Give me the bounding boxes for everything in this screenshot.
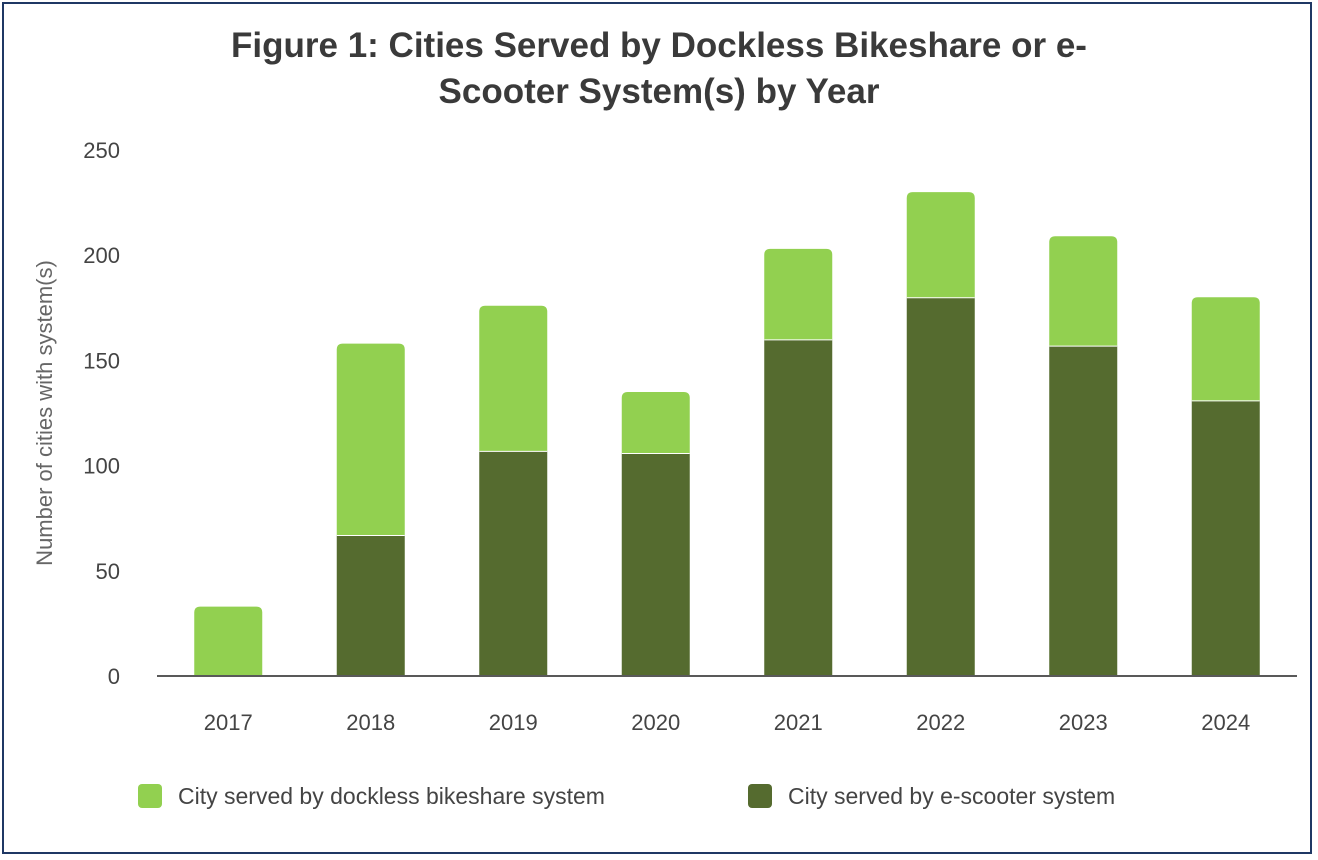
chart-title-line-1: Figure 1: Cities Served by Dockless Bike… (231, 26, 1087, 65)
y-tick-label: 0 (108, 664, 120, 689)
legend-label: City served by dockless bikeshare system (178, 783, 605, 809)
bar-segment-escooter (336, 535, 405, 676)
bar-segment-escooter (764, 339, 833, 676)
legend-swatch (748, 784, 772, 808)
legend-swatch (138, 784, 162, 808)
chart-title-line-2: Scooter System(s) by Year (439, 72, 880, 111)
x-tick-label: 2019 (489, 710, 538, 735)
x-tick-label: 2024 (1201, 710, 1250, 735)
x-tick-label: 2020 (631, 710, 680, 735)
x-tick-label: 2023 (1059, 710, 1108, 735)
bar-segment-escooter (621, 452, 690, 676)
legend-label: City served by e-scooter system (788, 783, 1115, 809)
x-tick-label: 2022 (916, 710, 965, 735)
x-tick-label: 2021 (774, 710, 823, 735)
y-tick-label: 100 (83, 454, 120, 479)
x-tick-label: 2017 (204, 710, 253, 735)
bar-segment-bikeshare (621, 391, 690, 453)
bar-segment-bikeshare (1049, 236, 1118, 346)
bar-segment-escooter (906, 297, 975, 676)
bar-segment-bikeshare (479, 305, 548, 451)
bar-segment-bikeshare (764, 248, 833, 340)
y-tick-label: 200 (83, 243, 120, 268)
bar-segment-escooter (479, 450, 548, 676)
bar-segment-bikeshare (1191, 297, 1260, 401)
y-tick-label: 50 (96, 559, 120, 584)
x-tick-label: 2018 (346, 710, 395, 735)
y-axis-label: Number of cities with system(s) (32, 260, 57, 566)
bar-segment-escooter (1049, 345, 1118, 676)
bar-segment-bikeshare (194, 606, 263, 676)
bar-segment-bikeshare (336, 343, 405, 536)
y-tick-label: 150 (83, 348, 120, 373)
bar-segment-escooter (1191, 400, 1260, 676)
bar-segment-bikeshare (906, 192, 975, 298)
y-tick-label: 250 (83, 138, 120, 163)
